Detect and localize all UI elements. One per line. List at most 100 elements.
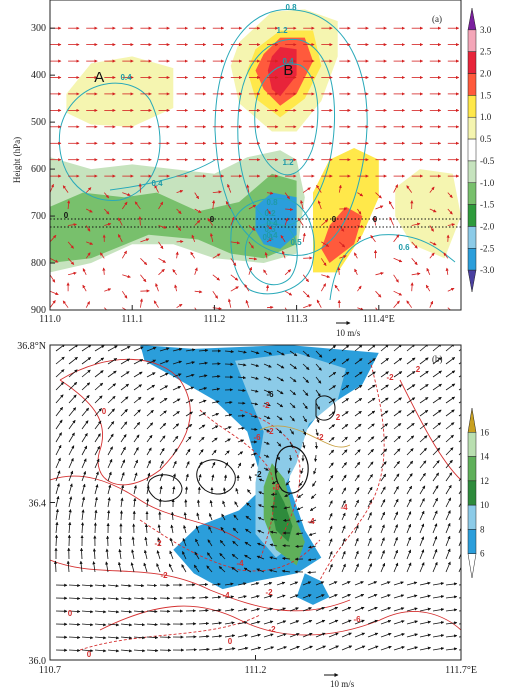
wind-vector [321,241,330,247]
wind-vector [146,622,158,627]
wind-vector [245,528,252,534]
wind-vector [445,422,455,430]
wind-vector [146,346,157,352]
shaded-region-right-red [321,206,363,263]
wind-vector [237,388,246,393]
wind-vector [159,422,167,430]
wind-vector [81,471,87,482]
wind-vector [328,632,339,638]
wind-vector [341,449,348,456]
wind-vector [107,408,115,417]
wind-vector [50,300,56,308]
wind-vector [289,441,293,448]
wind-vector [121,290,128,299]
wind-vector [256,555,265,560]
wind-vector [133,409,141,417]
wind-vector [380,357,389,365]
wind-vector [429,208,437,213]
wind-vector [320,258,327,267]
wind-vector [232,540,239,547]
wind-vector [169,550,174,560]
wind-vector [81,509,85,521]
wind-vector [458,348,461,352]
wind-vector [68,635,81,640]
wind-vector [172,373,182,378]
wind-vector [107,584,119,588]
wind-vector [367,410,376,417]
wind-vector [94,649,107,653]
wind-vector [250,594,260,599]
wind-vector [120,649,133,653]
wind-vector [250,463,255,469]
panel-a-label: (a) [432,14,442,24]
wind-vector [445,497,452,508]
wind-vector [338,184,342,193]
wind-vector [393,423,402,430]
wind-vector [94,509,98,521]
colorbar-cell [467,269,477,293]
wind-vector [172,269,177,276]
wind-vector [223,474,228,482]
wind-vector [55,381,64,391]
wind-vector [375,205,384,210]
wind-vector [133,649,146,653]
wind-vector [231,566,239,573]
wind-vector [118,548,122,560]
wind-vector [133,396,142,404]
wind-vector [354,645,366,651]
wind-vector [81,496,86,508]
wind-vector [68,445,75,456]
wind-vector [133,346,144,352]
wind-vector [212,290,219,299]
wind-vector [380,448,388,456]
wind-vector [224,582,234,586]
wind-vector [157,524,161,534]
contour-label: -2 [265,588,273,597]
wind-vector [263,402,271,407]
wind-vector [281,250,286,259]
wind-vector [307,570,317,574]
wind-vector [194,290,203,294]
wind-vector [133,459,138,469]
wind-vector [432,357,442,365]
wind-vector [146,409,154,417]
wind-vector [445,484,452,495]
wind-vector [159,372,169,378]
wind-vector [68,521,72,534]
wind-vector [159,410,167,417]
wind-vector [244,554,252,560]
wind-vector [321,274,331,279]
colorbar-label: 6 [480,549,485,559]
wind-vector [198,608,209,613]
wind-vector [104,222,112,226]
wind-vector [50,257,59,263]
wind-vector [373,217,377,226]
wind-vector [250,427,258,431]
wind-vector [289,350,298,357]
wind-vector [81,597,94,601]
wind-vector [341,423,349,430]
wind-vector [185,411,193,417]
wind-vector [211,200,216,210]
wind-vector [185,386,195,391]
wind-vector [80,522,85,534]
contour-label: 0.4 [120,73,132,82]
wind-vector [159,460,164,469]
wind-vector [393,511,399,521]
wind-vector [419,447,427,456]
wind-vector [393,581,404,586]
wind-vector [263,389,272,394]
wind-vector [130,562,135,573]
y-tick-label: 36.0 [29,656,47,667]
wind-vector [406,410,415,417]
y-tick-label: 600 [31,164,46,175]
wind-vector [341,384,350,391]
wind-vector [140,274,147,283]
wind-vector [146,485,150,495]
wind-vector [419,510,425,521]
wind-vector [154,184,159,193]
wind-vector [234,501,239,508]
wind-vector [185,448,191,456]
wind-vector [246,184,250,193]
wind-vector [198,647,210,652]
